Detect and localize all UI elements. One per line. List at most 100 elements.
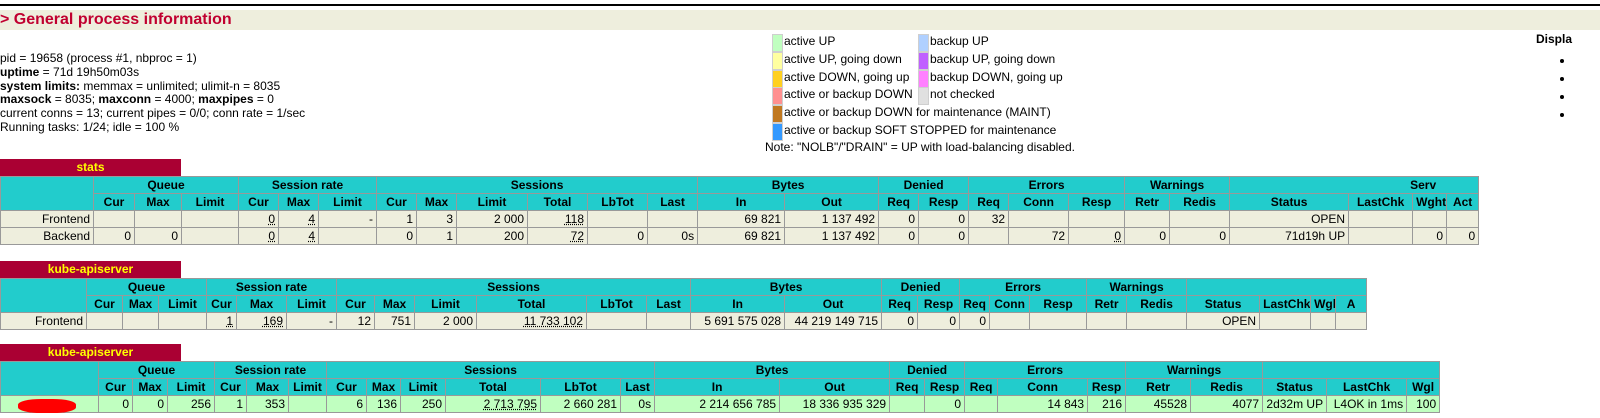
maxsock-line: maxsock = 8035; maxconn = 4000; maxpipes…	[0, 92, 305, 107]
group-header: Serv	[1229, 176, 1480, 194]
table-cell: 118	[527, 210, 588, 228]
column-header: Limit	[400, 378, 446, 396]
table-cell	[964, 395, 999, 413]
table-cell	[889, 395, 926, 413]
column-header: Max	[134, 193, 182, 211]
table-cell: 0	[1169, 227, 1231, 245]
uptime-key: uptime	[0, 64, 40, 79]
table-cell: 72	[1008, 227, 1070, 245]
legend-swatch	[918, 69, 929, 88]
group-header: Denied	[878, 176, 970, 194]
maxpipes-key: maxpipes	[198, 92, 254, 107]
legend-note: Note: "NOLB"/"DRAIN" = UP with load-bala…	[765, 140, 1075, 154]
display-option-bullet	[1560, 59, 1564, 63]
column-header: Retr	[1086, 295, 1128, 313]
table-cell: OPEN	[1186, 312, 1261, 330]
column-header: Wght	[1412, 193, 1448, 211]
group-header: Errors	[964, 361, 1127, 379]
backend-row[interactable]: Backend 0 0 0 4 0 1 200 72 0 0s 69 821 1 137 492 0 0 72…	[0, 227, 1480, 245]
column-header: Retr	[1125, 378, 1192, 396]
group-header: Session rate	[238, 176, 377, 194]
column-header: In	[654, 378, 781, 396]
group-header: Sessions	[335, 278, 692, 296]
table-cell: 0	[881, 312, 919, 330]
table-cell: 0	[924, 395, 966, 413]
column-header: LastChk	[1348, 193, 1414, 211]
section-title-kube-backend[interactable]: kube-apiserver	[0, 344, 181, 361]
table-cell	[1348, 227, 1414, 245]
legend-swatch	[918, 87, 929, 106]
group-header-row: Queue Session rate Sessions Bytes Denied Erro…	[0, 278, 1368, 313]
table-cell: 250	[400, 395, 446, 413]
table-cell	[1008, 210, 1070, 228]
maxsock-value: = 8035;	[51, 92, 99, 107]
table-cell: 69 821	[697, 210, 786, 228]
column-header: Total	[527, 193, 588, 211]
table-cell: 136	[366, 395, 401, 413]
table-cell: 0	[1068, 227, 1126, 245]
group-header: Session rate	[206, 278, 337, 296]
legend-swatch	[772, 51, 783, 70]
table-cell	[1086, 312, 1128, 330]
table-cell: 2 713 795	[445, 395, 541, 413]
pid-line: pid = 19658 (process #1, nbproc = 1)	[0, 51, 197, 65]
table-cell: 0	[1412, 227, 1448, 245]
table-cell	[989, 312, 1031, 330]
table-cell: 5 691 575 028	[690, 312, 786, 330]
table-cell: 72	[527, 227, 588, 245]
column-header: Resp	[924, 378, 966, 396]
legend-swatch	[772, 34, 783, 52]
table-cell: 2 000	[414, 312, 477, 330]
column-header: Cur	[206, 295, 237, 313]
table-cell: 216	[1087, 395, 1127, 413]
column-header: LastChk	[1326, 378, 1408, 396]
group-header: Denied	[881, 278, 961, 296]
column-header: Redis	[1169, 193, 1231, 211]
column-header: Cur	[98, 378, 133, 396]
table-cell: 353	[246, 395, 289, 413]
group-header-row: Queue Session rate Sessions Bytes Denied Erro…	[0, 361, 1441, 396]
table-cell: 0s	[646, 227, 699, 245]
table-cell: 0	[376, 227, 417, 245]
table-cell: 0s	[619, 395, 656, 413]
legend-label: backup UP, going down	[930, 51, 1056, 66]
table-cell	[1446, 210, 1480, 228]
group-header: Bytes	[697, 176, 880, 194]
table-cell	[181, 227, 239, 245]
legend-label: active UP, going down	[784, 51, 902, 66]
column-header: Cur	[336, 295, 375, 313]
group-header: Queue	[93, 176, 239, 194]
column-header: LbTot	[586, 295, 647, 313]
frontend-row[interactable]: Frontend 1 169-12 751 2 000 11 733 102 5 691 5…	[0, 312, 1368, 330]
column-header-row: Cur Max Limit Cur Max Limit Cur Max Limit Total Lb…	[1, 378, 1441, 396]
table-cell	[586, 312, 647, 330]
kube-frontend-table: Queue Session rate Sessions Bytes Denied Erro…	[0, 278, 1368, 330]
group-header: Session rate	[214, 361, 327, 379]
column-header: A	[1335, 295, 1368, 313]
table-cell	[1126, 312, 1188, 330]
uptime-value: = 71d 19h50m03s	[39, 64, 140, 79]
server-row[interactable]: 0 0 256 1 353 6 136 250 2 713 795 2 660 281 0s 2 21…	[0, 395, 1441, 413]
section-title-stats[interactable]: stats	[0, 159, 181, 176]
table-cell	[318, 227, 377, 245]
table-cell: 2d32m UP	[1262, 395, 1328, 413]
page-title: > General process information	[0, 11, 232, 28]
group-header-row: Queue Session rate Sessions Bytes Denied Erro…	[0, 176, 1480, 211]
group-header: Denied	[889, 361, 966, 379]
column-header: Out	[779, 378, 891, 396]
table-cell: -	[318, 210, 377, 228]
table-cell: 1 137 492	[784, 227, 880, 245]
column-header: Req	[889, 378, 926, 396]
table-cell	[968, 227, 1010, 245]
table-cell: 751	[374, 312, 415, 330]
table-cell	[181, 210, 239, 228]
table-cell: 14 843	[997, 395, 1089, 413]
table-cell	[645, 312, 692, 330]
column-header: Max	[246, 378, 289, 396]
column-header: Req	[878, 193, 920, 211]
table-cell: 3	[416, 210, 457, 228]
frontend-row[interactable]: Frontend 0 4-1 3 2 000 118 69 821 1 137 492 0 0 32…	[0, 210, 1480, 228]
limits-value: memmax = unlimited; ulimit-n = 8035	[80, 78, 281, 93]
table-cell: 4	[278, 210, 319, 228]
section-title-kube-frontend[interactable]: kube-apiserver	[0, 261, 181, 278]
